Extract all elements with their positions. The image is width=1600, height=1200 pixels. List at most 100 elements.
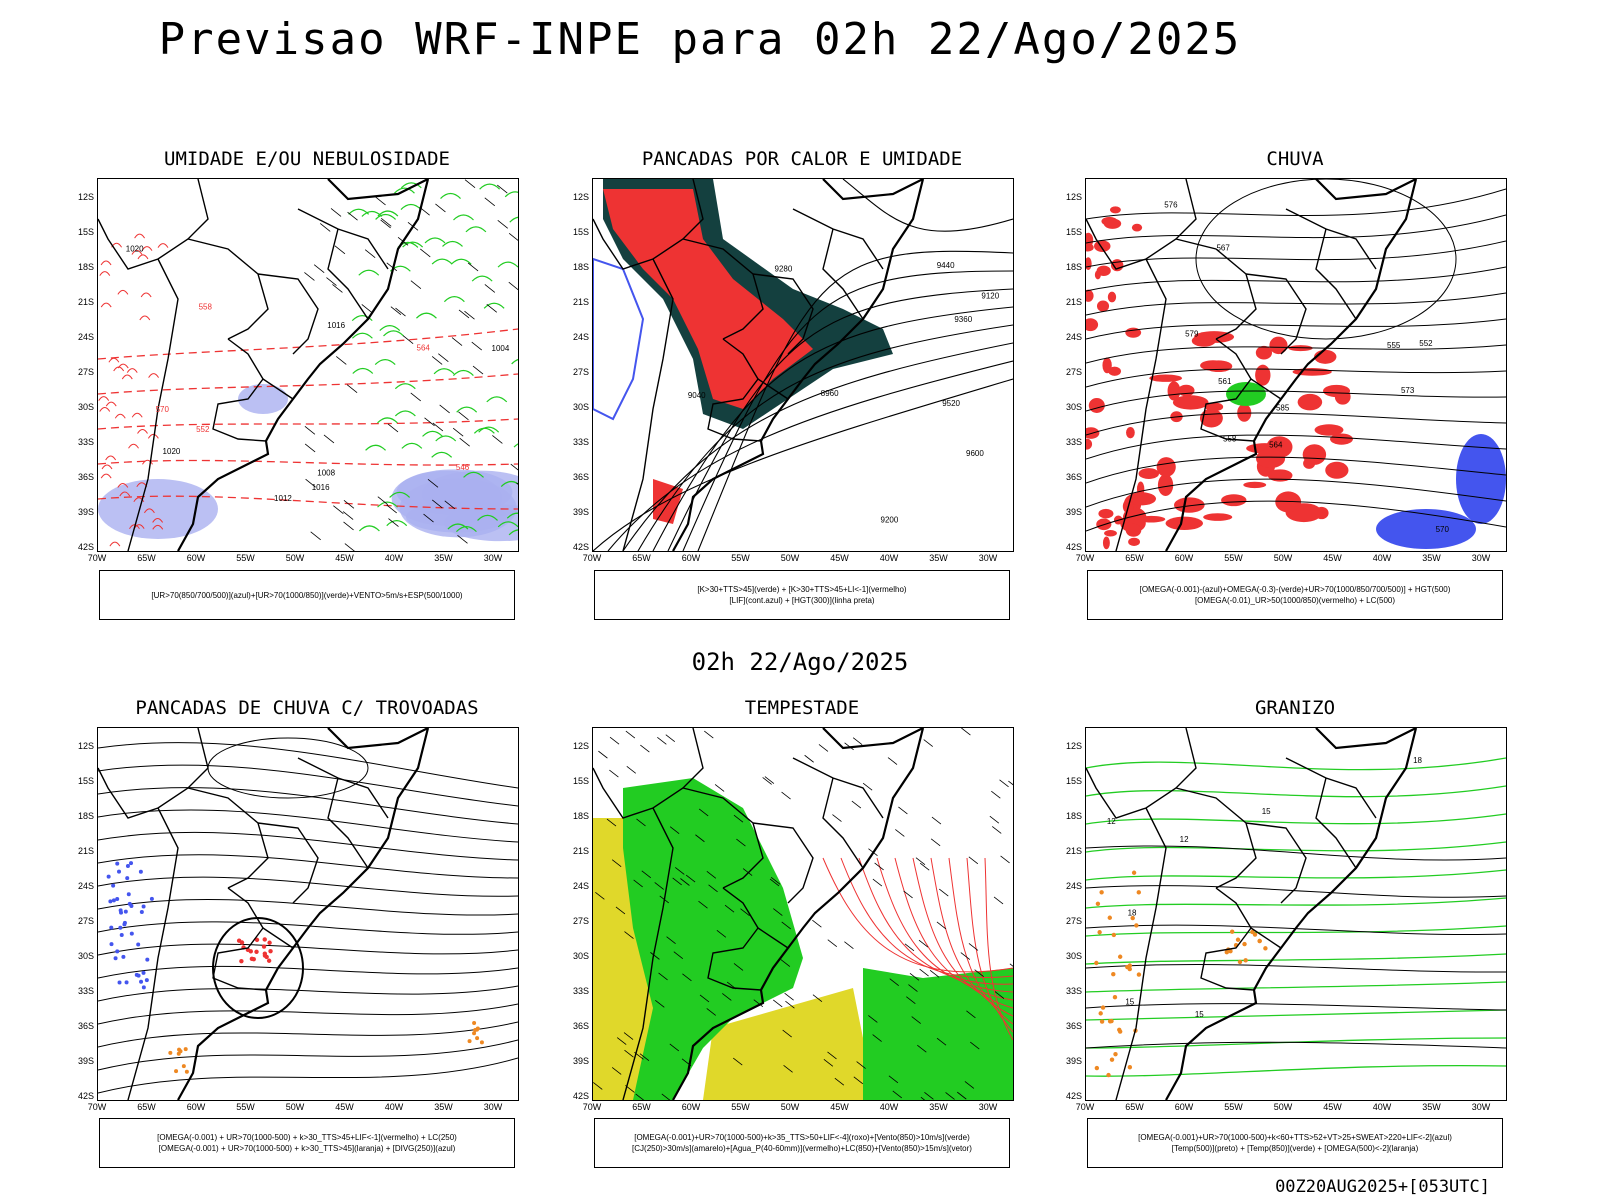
contour-label: 1016 <box>327 321 345 330</box>
contour-label: 567 <box>1216 244 1230 253</box>
lat-tick: 21S <box>1065 846 1082 856</box>
lat-tick: 15S <box>572 227 589 237</box>
contour-label: 15 <box>1125 997 1134 1006</box>
lat-tick: 33S <box>572 986 589 996</box>
lat-tick: 36S <box>77 1021 94 1031</box>
contour-label: 8960 <box>821 389 839 398</box>
lat-tick: 36S <box>1065 472 1082 482</box>
map-panel: 585 579 576 573 570 567 564 561 558 555 552 <box>1085 178 1507 552</box>
lat-tick: 42S <box>1065 1091 1082 1101</box>
lon-tick: 45W <box>830 553 849 563</box>
contour-label: 9440 <box>937 261 955 270</box>
map-content <box>98 728 518 1100</box>
panel-title: TEMPESTADE <box>744 697 860 719</box>
lat-tick: 24S <box>77 881 94 891</box>
contour-label: 15 <box>1262 807 1271 816</box>
panel-title: PANCADAS POR CALOR E UMIDADE <box>641 148 963 170</box>
map-panel: 1012 1008 1016 1020 1004 1020 1016 570 564 558 552… <box>97 178 519 552</box>
lon-tick: 35W <box>1422 553 1441 563</box>
lat-tick: 15S <box>1065 227 1082 237</box>
contour-label: 558 <box>199 302 213 311</box>
lon-tick: 40W <box>384 553 404 563</box>
contour-label: 555 <box>1387 341 1401 350</box>
lat-tick: 15S <box>572 776 589 786</box>
lat-tick: 21S <box>77 297 94 307</box>
lat-tick: 24S <box>572 332 589 342</box>
legend-line: [OMEGA(-0.001)+UR>70(1000-500)+k>35_TTS>… <box>634 1133 970 1142</box>
contour-label: 18 <box>1128 909 1137 918</box>
contour-label: 9600 <box>966 449 984 458</box>
lat-tick: 18S <box>572 262 589 272</box>
contour-label: 18 <box>1413 756 1422 765</box>
lat-tick: 12S <box>572 741 589 751</box>
lat-tick: 24S <box>1065 881 1082 891</box>
lon-tick: 45W <box>1323 553 1342 563</box>
lon-tick: 60W <box>681 1102 701 1112</box>
contour-label: 564 <box>1269 441 1283 450</box>
lon-tick: 65W <box>137 1102 156 1112</box>
lon-tick: 55W <box>236 1102 255 1112</box>
legend-line: [OMEGA(-0.001)+UR>70(1000-500)+k<60+TTS>… <box>1138 1133 1452 1142</box>
legend-line: [K>30+TTS>45](verde) + [K>30+TTS>45+LI<-… <box>697 585 907 594</box>
lat-tick: 27S <box>1065 916 1082 926</box>
lon-tick: 30W <box>1471 1102 1491 1112</box>
panel-legend: [OMEGA(-0.001)+UR>70(1000-500)+k>35_TTS>… <box>594 1118 1010 1168</box>
contour-label: 579 <box>1185 330 1199 339</box>
map-content <box>593 728 1013 1100</box>
panel-legend: [OMEGA(-0.001)-(azul)+OMEGA(-0.3)-(verde… <box>1087 570 1503 620</box>
lon-tick: 70W <box>87 1102 107 1112</box>
legend-line: [OMEGA(-0.001)-(azul)+OMEGA(-0.3)-(verde… <box>1139 585 1451 594</box>
lat-tick: 18S <box>77 811 94 821</box>
lat-tick: 39S <box>1065 1056 1082 1066</box>
lat-tick: 27S <box>572 367 589 377</box>
panel-title: GRANIZO <box>1254 697 1336 719</box>
lon-tick: 45W <box>1323 1102 1342 1112</box>
lon-tick: 70W <box>1075 553 1095 563</box>
lon-tick: 60W <box>681 553 701 563</box>
contour-label: 561 <box>1218 377 1232 386</box>
lon-tick: 70W <box>1075 1102 1095 1112</box>
lon-tick: 65W <box>137 553 156 563</box>
contour-label: 585 <box>1276 404 1290 413</box>
legend-line: [Temp(500)](preto) + [Temp(850)](verde) … <box>1171 1144 1419 1153</box>
lat-tick: 27S <box>77 916 94 926</box>
lat-tick: 30S <box>572 951 589 961</box>
contour-label: 9520 <box>942 399 960 408</box>
lon-tick: 70W <box>582 553 602 563</box>
panel-legend: [UR>70(850/700/500)](azul)+[UR>70(1000/8… <box>99 570 515 620</box>
contour-label: 570 <box>156 405 170 414</box>
lon-tick: 70W <box>582 1102 602 1112</box>
contour-label: 552 <box>1419 339 1433 348</box>
legend-line: [LIF](cont.azul) + [HGT(300)](linha pret… <box>729 596 875 605</box>
lon-tick: 45W <box>335 1102 354 1112</box>
lon-tick: 50W <box>780 1102 800 1112</box>
map-content <box>593 179 1013 551</box>
lat-tick: 33S <box>1065 437 1082 447</box>
lat-tick: 12S <box>77 192 94 202</box>
lat-tick: 36S <box>77 472 94 482</box>
contour-label: 1004 <box>492 344 510 353</box>
lon-tick: 35W <box>929 553 948 563</box>
contour-label: 1020 <box>126 245 144 254</box>
lon-tick: 30W <box>483 553 503 563</box>
contour-label: 12 <box>1180 835 1189 844</box>
lat-tick: 27S <box>77 367 94 377</box>
lat-tick: 24S <box>572 881 589 891</box>
lat-tick: 39S <box>1065 507 1082 517</box>
lon-tick: 65W <box>632 553 651 563</box>
contour-label: 552 <box>196 425 210 434</box>
contour-label: 1008 <box>317 469 335 478</box>
lon-tick: 65W <box>1125 1102 1144 1112</box>
lat-tick: 30S <box>1065 951 1082 961</box>
legend-line: [CJ(250)>30m/s](amarelo)+[Agua_P(40-60mm… <box>632 1144 972 1153</box>
lon-tick: 50W <box>285 1102 305 1112</box>
lat-tick: 30S <box>77 951 94 961</box>
map-panel <box>97 727 519 1101</box>
lat-tick: 15S <box>1065 776 1082 786</box>
lat-tick: 36S <box>572 472 589 482</box>
lat-tick: 33S <box>572 437 589 447</box>
lon-tick: 70W <box>87 553 107 563</box>
lon-tick: 40W <box>1372 1102 1392 1112</box>
lat-tick: 42S <box>77 542 94 552</box>
lon-tick: 35W <box>434 1102 453 1112</box>
